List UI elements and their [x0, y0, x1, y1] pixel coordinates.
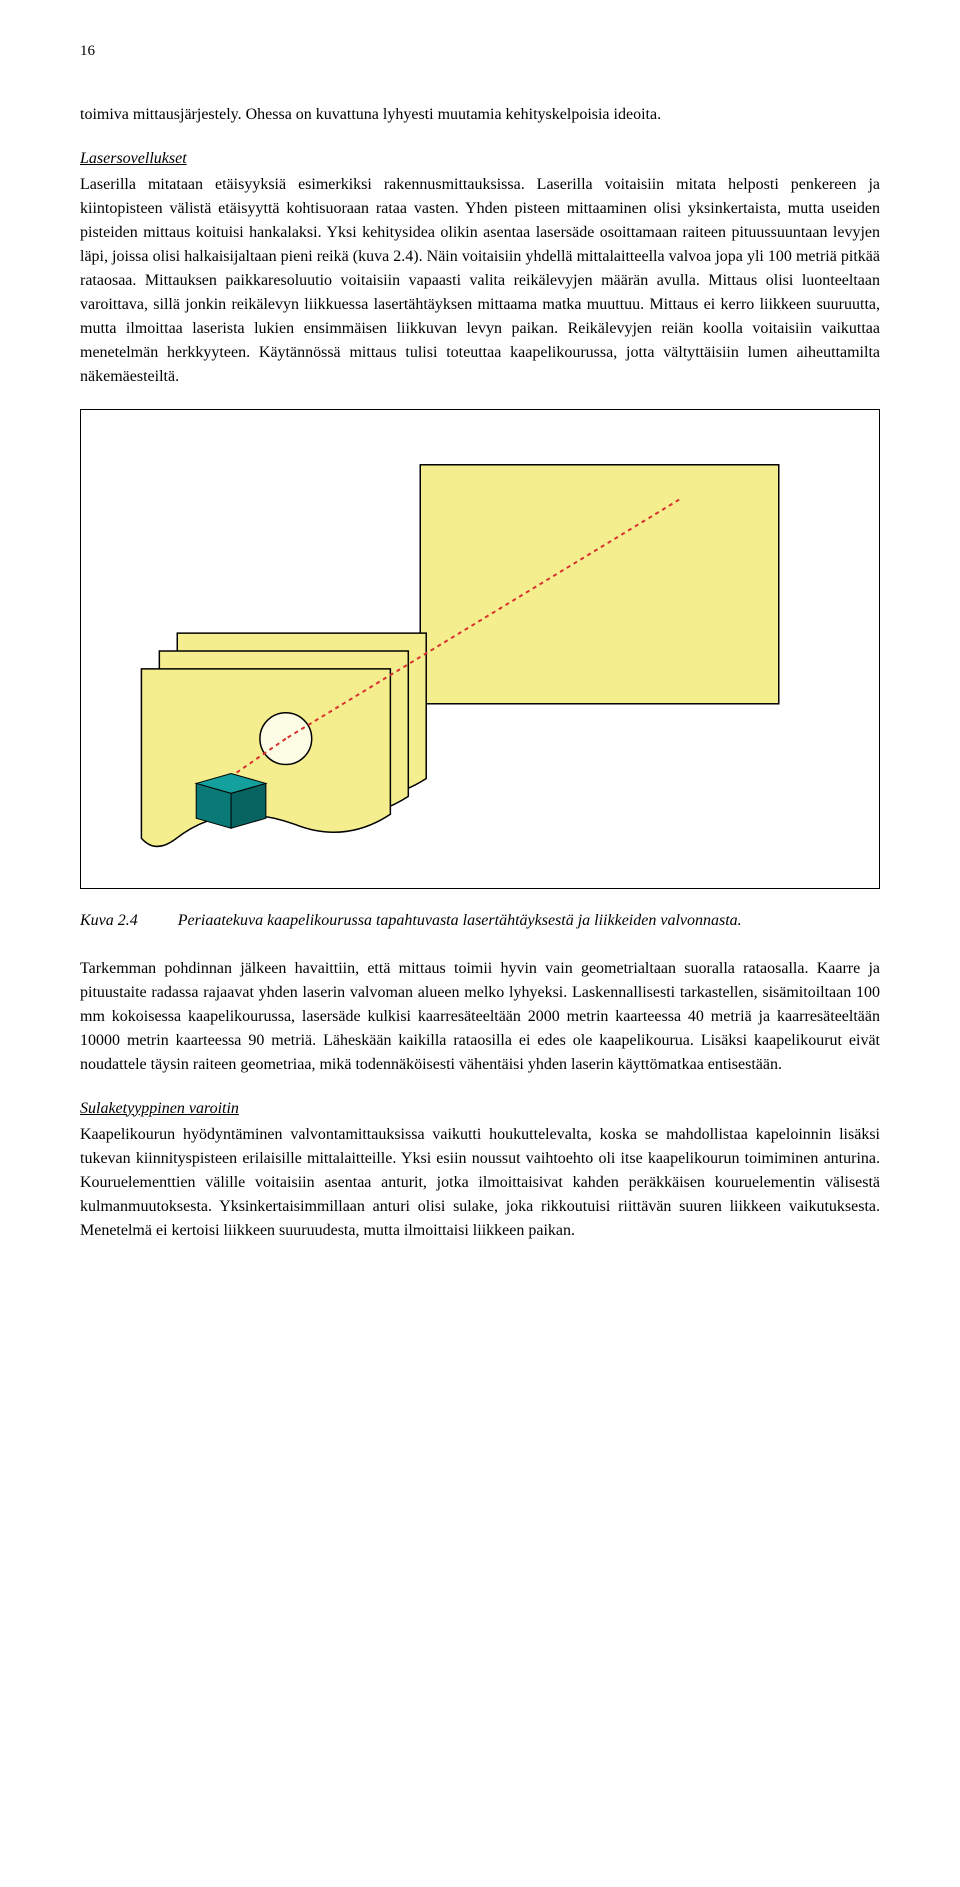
- back-panel: [420, 464, 779, 703]
- after-figure-paragraph: Tarkemman pohdinnan jälkeen havaittiin, …: [80, 957, 880, 1077]
- caption-text: Periaatekuva kaapelikourussa tapahtuvast…: [178, 909, 742, 933]
- plate-front: [141, 668, 390, 846]
- figure-caption: Kuva 2.4 Periaatekuva kaapelikourussa ta…: [80, 909, 880, 933]
- figure-svg: [81, 410, 879, 888]
- figure-2-4: [80, 409, 880, 889]
- caption-label: Kuva 2.4: [80, 909, 138, 933]
- section-body-laser: Laserilla mitataan etäisyyksiä esimerkik…: [80, 173, 880, 389]
- emitter-cube: [196, 773, 266, 828]
- section-heading-fuse: Sulaketyyppinen varoitin: [80, 1097, 880, 1121]
- intro-paragraph: toimiva mittausjärjestely. Ohessa on kuv…: [80, 103, 880, 127]
- section-heading-laser: Lasersovellukset: [80, 147, 880, 171]
- section-body-fuse: Kaapelikourun hyödyntäminen valvontamitt…: [80, 1123, 880, 1243]
- page-number: 16: [80, 40, 880, 63]
